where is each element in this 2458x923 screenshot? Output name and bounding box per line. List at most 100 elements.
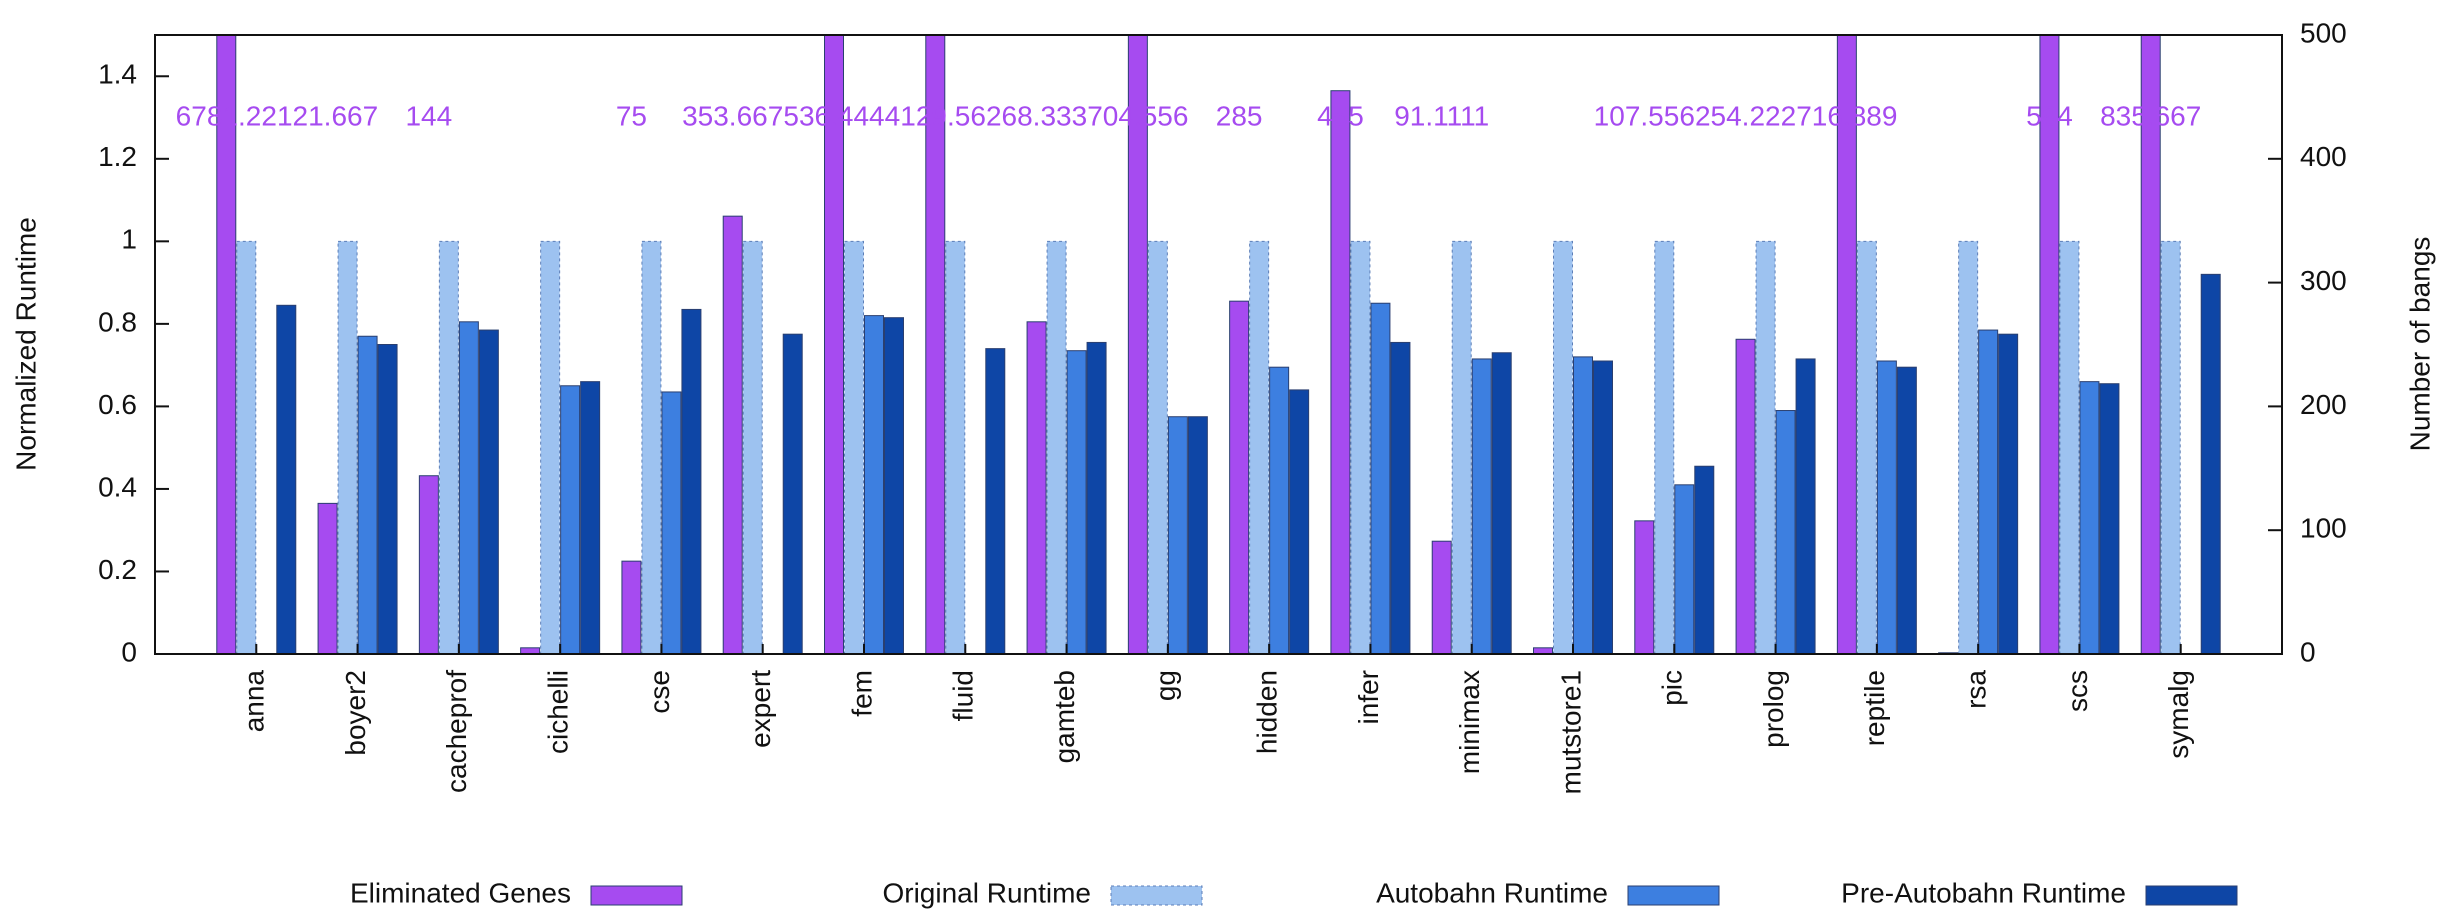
legend-label: Original Runtime — [882, 877, 1091, 908]
y2-tick-label: 300 — [2300, 265, 2347, 296]
y2-tick-label: 100 — [2300, 513, 2347, 544]
bar — [1431, 540, 1452, 654]
bar — [844, 240, 864, 654]
bar — [377, 344, 398, 654]
legend-swatch — [2145, 885, 2238, 906]
x-tick-label: mutstore1 — [1555, 670, 1586, 795]
bar — [1330, 90, 1351, 654]
bar — [1269, 366, 1290, 654]
bar — [276, 304, 297, 654]
value-label: 716.889 — [1796, 100, 1897, 131]
bar — [438, 240, 459, 654]
plot-area — [216, 35, 2221, 654]
y-tick-label: 0.4 — [98, 471, 137, 502]
y-tick-label: 1.2 — [98, 141, 137, 172]
value-label: 6781.22 — [176, 100, 277, 131]
value-label: 704.556 — [1087, 100, 1188, 131]
bar — [2099, 383, 2120, 654]
bar — [945, 240, 966, 654]
legend-swatch — [1627, 885, 1720, 906]
bar — [2059, 240, 2080, 654]
value-label: 91.1111 — [1394, 100, 1489, 131]
bar — [722, 215, 743, 654]
x-tick-label: minimax — [1454, 670, 1485, 774]
x-tick-label: cichelli — [543, 670, 574, 754]
bar — [621, 560, 642, 654]
bar — [1471, 358, 1492, 654]
x-tick-label: gg — [1150, 670, 1181, 701]
y-tick-label: 1 — [121, 224, 137, 255]
value-label: 353.667 — [682, 100, 783, 131]
legend-swatch — [1110, 885, 1203, 906]
x-tick-label: fluid — [948, 670, 979, 721]
bar — [681, 308, 702, 654]
y-tick-label: 0.6 — [98, 389, 137, 420]
legend-label: Pre-Autobahn Runtime — [1841, 877, 2126, 908]
bar — [884, 317, 904, 654]
bar — [1451, 240, 1472, 654]
x-tick-label: pic — [1657, 670, 1688, 706]
bar — [1350, 240, 1371, 654]
bar — [317, 502, 338, 654]
x-tick-label: fem — [846, 670, 877, 717]
bar — [1390, 341, 1411, 654]
bar — [782, 333, 803, 654]
y-tick-label: 1.4 — [98, 59, 137, 90]
bar — [1491, 352, 1512, 654]
bar — [357, 335, 378, 654]
bar — [216, 35, 237, 654]
bar — [2140, 35, 2161, 654]
value-label: 4129.56 — [885, 100, 986, 131]
value-label: 455 — [1317, 100, 1364, 131]
x-tick-label: scs — [2062, 670, 2093, 712]
bar — [1694, 465, 1715, 654]
legend-label: Eliminated Genes — [350, 877, 571, 908]
bar — [1249, 240, 1270, 654]
bar — [1553, 240, 1573, 654]
bar — [824, 35, 844, 654]
bar — [458, 321, 479, 654]
bar — [985, 348, 1006, 654]
value-label: 121.667 — [277, 100, 378, 131]
bar — [1289, 389, 1310, 654]
bar — [1958, 240, 1979, 654]
value-label: 835.667 — [2100, 100, 2201, 131]
bar — [1856, 240, 1877, 654]
y-tick-label: 0.8 — [98, 306, 137, 337]
value-label: 254.222 — [1695, 100, 1796, 131]
bar — [1978, 329, 1999, 654]
y2-tick-label: 500 — [2300, 17, 2347, 48]
y2-tick-label: 200 — [2300, 389, 2347, 420]
bar — [418, 475, 439, 654]
x-tick-label: cse — [644, 670, 675, 714]
bar — [1370, 302, 1391, 654]
bar — [1998, 333, 2019, 654]
bar — [1654, 240, 1675, 654]
legend-label: Autobahn Runtime — [1376, 877, 1608, 908]
bar — [1573, 356, 1593, 654]
value-label: 107.556 — [1594, 100, 1695, 131]
y2-tick-label: 400 — [2300, 141, 2347, 172]
bar — [580, 381, 601, 654]
value-label: 268.333 — [986, 100, 1087, 131]
x-tick-label: hidden — [1252, 670, 1283, 754]
bar — [1634, 520, 1655, 654]
bar — [1876, 360, 1897, 654]
bar — [236, 240, 257, 654]
bar — [1593, 360, 1613, 654]
value-label: 285 — [1216, 100, 1263, 131]
y2-axis-label: Number of bangs — [2404, 237, 2435, 452]
x-tick-label: symalg — [2163, 670, 2194, 759]
bar — [540, 240, 561, 654]
bar — [1755, 240, 1776, 654]
bar — [864, 315, 884, 654]
plot-frame — [154, 34, 2283, 655]
bar — [1735, 338, 1756, 654]
bar — [2039, 35, 2060, 654]
bar — [1229, 300, 1250, 654]
bar — [560, 385, 581, 654]
x-tick-label: reptile — [1859, 670, 1890, 746]
legend-swatch — [590, 885, 683, 906]
x-tick-label: anna — [239, 670, 270, 733]
bar — [1187, 416, 1208, 654]
